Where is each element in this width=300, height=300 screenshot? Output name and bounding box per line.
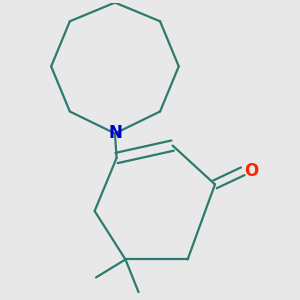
Text: O: O xyxy=(244,162,258,180)
Text: N: N xyxy=(108,124,122,142)
